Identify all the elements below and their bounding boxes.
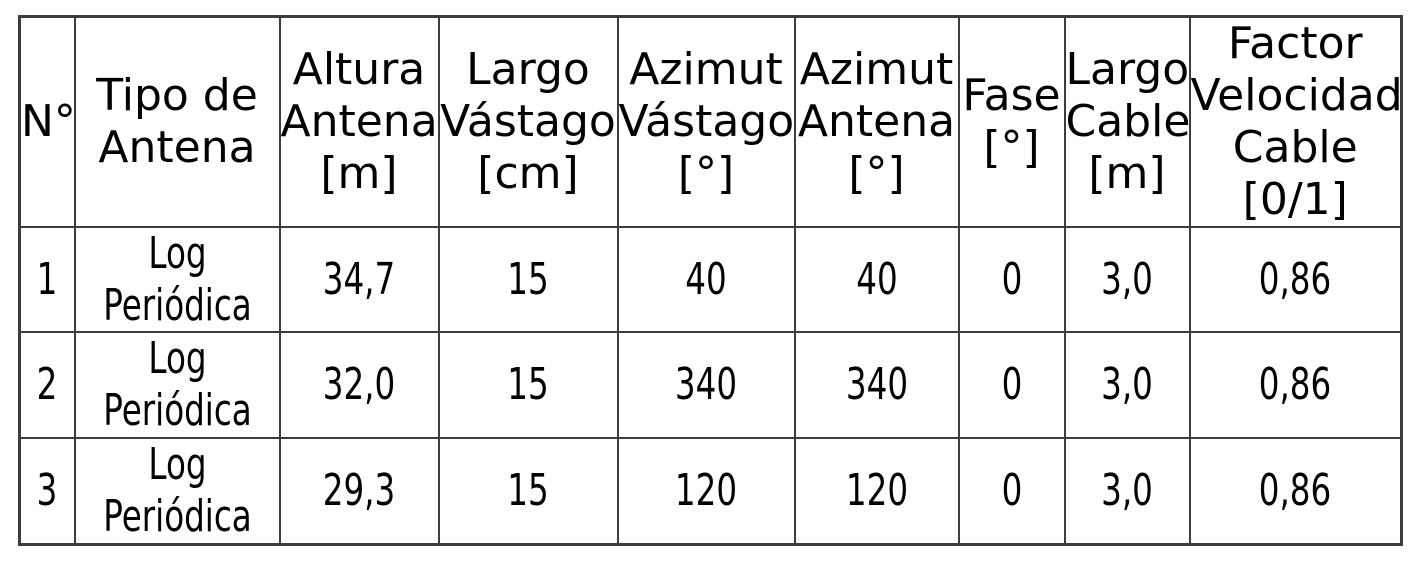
cell-value: Log Periódica	[102, 227, 252, 331]
cell-value: 3,0	[1101, 359, 1153, 411]
table-header-row: N° Tipo de Antena Altura Antena [m] Larg…	[18, 15, 1403, 228]
cell-value: Log Periódica	[102, 333, 252, 437]
cell-largo-cable: 3,0	[1063, 331, 1191, 440]
cell-value: 0	[1001, 253, 1022, 305]
cell-value: 29,3	[322, 465, 396, 517]
cell-value: 340	[674, 359, 738, 411]
cell-value: 0,86	[1259, 359, 1332, 411]
cell-factor-velocidad: 0,86	[1188, 437, 1403, 546]
cell-value: 1	[36, 253, 58, 305]
cell-value: 3,0	[1101, 465, 1153, 517]
antenna-config-table: N° Tipo de Antena Altura Antena [m] Larg…	[18, 15, 1403, 547]
cell-value: 0,86	[1259, 465, 1332, 517]
cell-numero: 2	[18, 331, 76, 440]
cell-value: 0,86	[1259, 253, 1332, 305]
cell-azimut-antena: 120	[793, 437, 960, 546]
cell-numero: 1	[18, 225, 76, 334]
cell-value: 2	[36, 359, 58, 411]
cell-value: 3	[36, 465, 58, 517]
column-header-azimut-antena: Azimut Antena [°]	[793, 15, 960, 228]
column-header-largo-cable: Largo Cable [m]	[1063, 15, 1191, 228]
cell-value: 40	[855, 253, 898, 305]
cell-fase: 0	[957, 225, 1066, 334]
cell-value: 15	[507, 359, 549, 411]
cell-value: 120	[674, 465, 738, 517]
cell-largo-cable: 3,0	[1063, 437, 1191, 546]
cell-value: 3,0	[1101, 253, 1153, 305]
table-row-3: 3 Log Periódica 29,3 15 120 120 0 3,0 0,…	[18, 437, 1403, 546]
cell-numero: 3	[18, 437, 76, 546]
cell-value: 120	[845, 465, 908, 517]
cell-altura-antena: 32,0	[278, 331, 440, 440]
column-header-fase: Fase [°]	[957, 15, 1066, 228]
cell-fase: 0	[957, 331, 1066, 440]
column-header-azimut-vastago: Azimut Vástago [°]	[616, 15, 796, 228]
cell-azimut-antena: 40	[793, 225, 960, 334]
cell-factor-velocidad: 0,86	[1188, 331, 1403, 440]
cell-value: Log Periódica	[102, 439, 252, 543]
column-header-numero: N°	[18, 15, 76, 228]
cell-azimut-vastago: 120	[616, 437, 796, 546]
cell-tipo-antena: Log Periódica	[73, 331, 281, 440]
column-header-factor-velocidad: Factor Velocidad Cable [0/1]	[1188, 15, 1403, 228]
cell-largo-vastago: 15	[437, 437, 619, 546]
cell-azimut-antena: 340	[793, 331, 960, 440]
column-header-altura-antena: Altura Antena [m]	[278, 15, 440, 228]
cell-factor-velocidad: 0,86	[1188, 225, 1403, 334]
cell-azimut-vastago: 40	[616, 225, 796, 334]
cell-azimut-vastago: 340	[616, 331, 796, 440]
cell-value: 0	[1001, 359, 1022, 411]
cell-value: 15	[507, 253, 549, 305]
cell-largo-cable: 3,0	[1063, 225, 1191, 334]
table-row-1: 1 Log Periódica 34,7 15 40 40 0 3,0 0,86	[18, 225, 1403, 334]
cell-value: 32,0	[322, 359, 396, 411]
column-header-largo-vastago: Largo Vástago [cm]	[437, 15, 619, 228]
cell-largo-vastago: 15	[437, 331, 619, 440]
cell-altura-antena: 29,3	[278, 437, 440, 546]
cell-largo-vastago: 15	[437, 225, 619, 334]
cell-tipo-antena: Log Periódica	[73, 225, 281, 334]
cell-value: 340	[845, 359, 908, 411]
cell-value: 0	[1001, 465, 1022, 517]
cell-value: 40	[685, 253, 727, 305]
cell-tipo-antena: Log Periódica	[73, 437, 281, 546]
table-row-2: 2 Log Periódica 32,0 15 340 340 0 3,0 0,…	[18, 331, 1403, 440]
cell-altura-antena: 34,7	[278, 225, 440, 334]
cell-value: 34,7	[322, 253, 396, 305]
cell-value: 15	[507, 465, 549, 517]
cell-fase: 0	[957, 437, 1066, 546]
column-header-tipo-antena: Tipo de Antena	[73, 15, 281, 228]
